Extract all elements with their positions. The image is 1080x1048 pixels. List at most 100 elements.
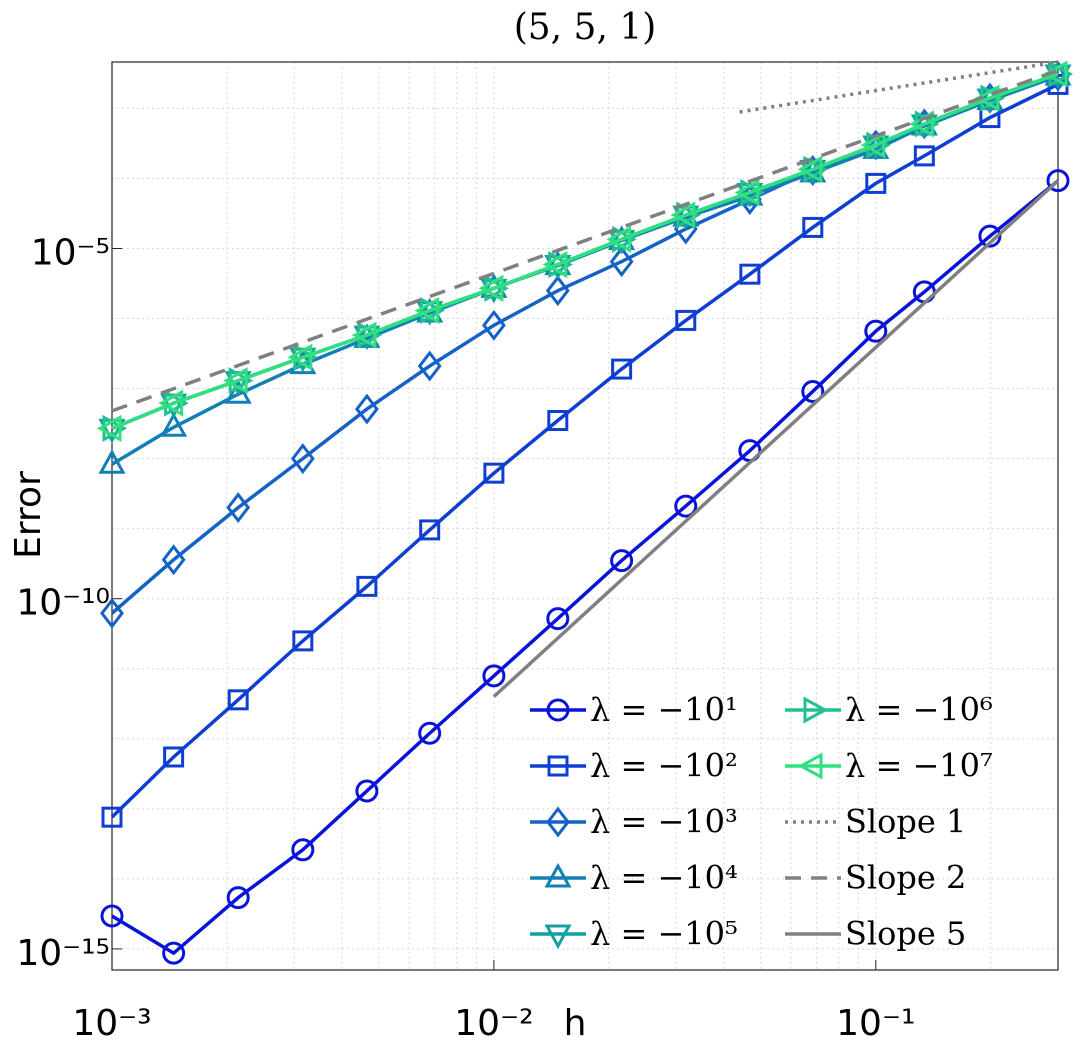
marker <box>351 321 377 349</box>
legend-marker <box>797 752 823 780</box>
marker <box>287 343 313 371</box>
legend-marker <box>544 862 572 888</box>
marker <box>612 225 637 253</box>
marker <box>801 379 825 403</box>
legend-label: λ = −10⁷ <box>845 747 993 785</box>
marker <box>478 274 504 302</box>
legend-marker <box>547 755 569 777</box>
x-tick-label: 10⁻³ <box>72 1003 151 1044</box>
marker <box>291 838 315 862</box>
marker <box>414 297 440 325</box>
x-tick-label: 10⁻² <box>454 1003 533 1044</box>
marker <box>545 275 570 307</box>
legend-label: λ = −10³ <box>590 803 738 841</box>
marker <box>670 201 696 229</box>
marker <box>226 886 250 910</box>
marker <box>223 367 248 395</box>
y-tick-label: 10⁻¹⁵ <box>16 933 110 974</box>
marker <box>290 443 315 475</box>
marker <box>417 350 442 382</box>
series-line <box>739 60 1059 114</box>
marker <box>98 449 126 474</box>
marker <box>676 201 701 229</box>
marker <box>542 251 568 279</box>
y-tick-label: 10⁻⁵ <box>31 233 110 274</box>
series-line <box>110 82 1059 819</box>
plot-frame <box>111 61 1059 971</box>
marker <box>158 389 184 417</box>
y-tick-label: 10⁻¹⁰ <box>16 583 110 624</box>
marker <box>357 321 383 349</box>
marker <box>102 414 128 442</box>
marker <box>734 178 760 207</box>
marker <box>226 492 251 524</box>
marker <box>96 414 122 442</box>
marker <box>797 155 823 183</box>
x-axis-label: h <box>564 1003 587 1044</box>
marker <box>100 597 124 629</box>
series-line <box>492 179 1060 698</box>
marker <box>864 319 888 343</box>
marker <box>610 549 634 573</box>
marker <box>865 172 887 194</box>
marker <box>913 145 935 167</box>
legend-label: λ = −10⁶ <box>845 691 993 729</box>
marker <box>292 630 314 652</box>
marker <box>161 544 186 576</box>
marker <box>1042 60 1068 88</box>
chart-title: (5, 5, 1) <box>514 7 657 48</box>
marker <box>802 216 824 238</box>
marker <box>227 689 249 711</box>
marker <box>482 309 506 341</box>
marker <box>974 84 1000 112</box>
legend-label: Slope 5 <box>845 915 966 953</box>
x-tick-label: 10⁻¹ <box>836 1003 915 1044</box>
marker <box>675 309 697 331</box>
legend-marker <box>546 698 570 722</box>
legend-label: λ = −10⁵ <box>590 915 738 953</box>
marker <box>418 721 442 745</box>
y-axis-label: Error <box>8 471 49 559</box>
marker <box>160 412 188 437</box>
marker <box>609 246 634 278</box>
marker <box>355 393 379 425</box>
legend-marker <box>803 696 829 724</box>
marker <box>674 494 698 518</box>
series-line <box>111 68 1059 413</box>
marker <box>547 410 569 432</box>
marker <box>162 941 186 965</box>
marker <box>420 297 445 325</box>
marker <box>355 779 379 803</box>
marker <box>611 358 633 380</box>
marker <box>224 379 252 404</box>
marker <box>546 607 570 631</box>
marker <box>1046 169 1070 193</box>
legend-marker <box>544 924 572 950</box>
plot-area <box>112 62 1058 970</box>
marker <box>484 274 510 302</box>
legend-label: λ = −10⁴ <box>590 859 738 897</box>
marker <box>606 225 632 253</box>
marker <box>978 224 1002 248</box>
legend-label: Slope 1 <box>845 803 966 841</box>
marker <box>101 806 123 828</box>
marker <box>289 349 317 375</box>
marker <box>548 251 573 279</box>
series-line <box>111 179 1060 956</box>
legend-label: λ = −10² <box>590 747 738 785</box>
legend-marker <box>546 806 570 838</box>
marker <box>164 389 189 417</box>
marker <box>163 746 185 768</box>
marker <box>866 131 891 159</box>
marker <box>293 343 318 371</box>
series-line <box>111 72 1059 431</box>
marker <box>356 575 378 597</box>
marker <box>740 178 765 207</box>
marker <box>100 904 124 928</box>
legend-label: Slope 2 <box>845 859 966 897</box>
marker <box>483 462 505 484</box>
marker <box>419 519 441 541</box>
legend-label: λ = −10¹ <box>590 691 738 729</box>
marker <box>803 155 828 183</box>
